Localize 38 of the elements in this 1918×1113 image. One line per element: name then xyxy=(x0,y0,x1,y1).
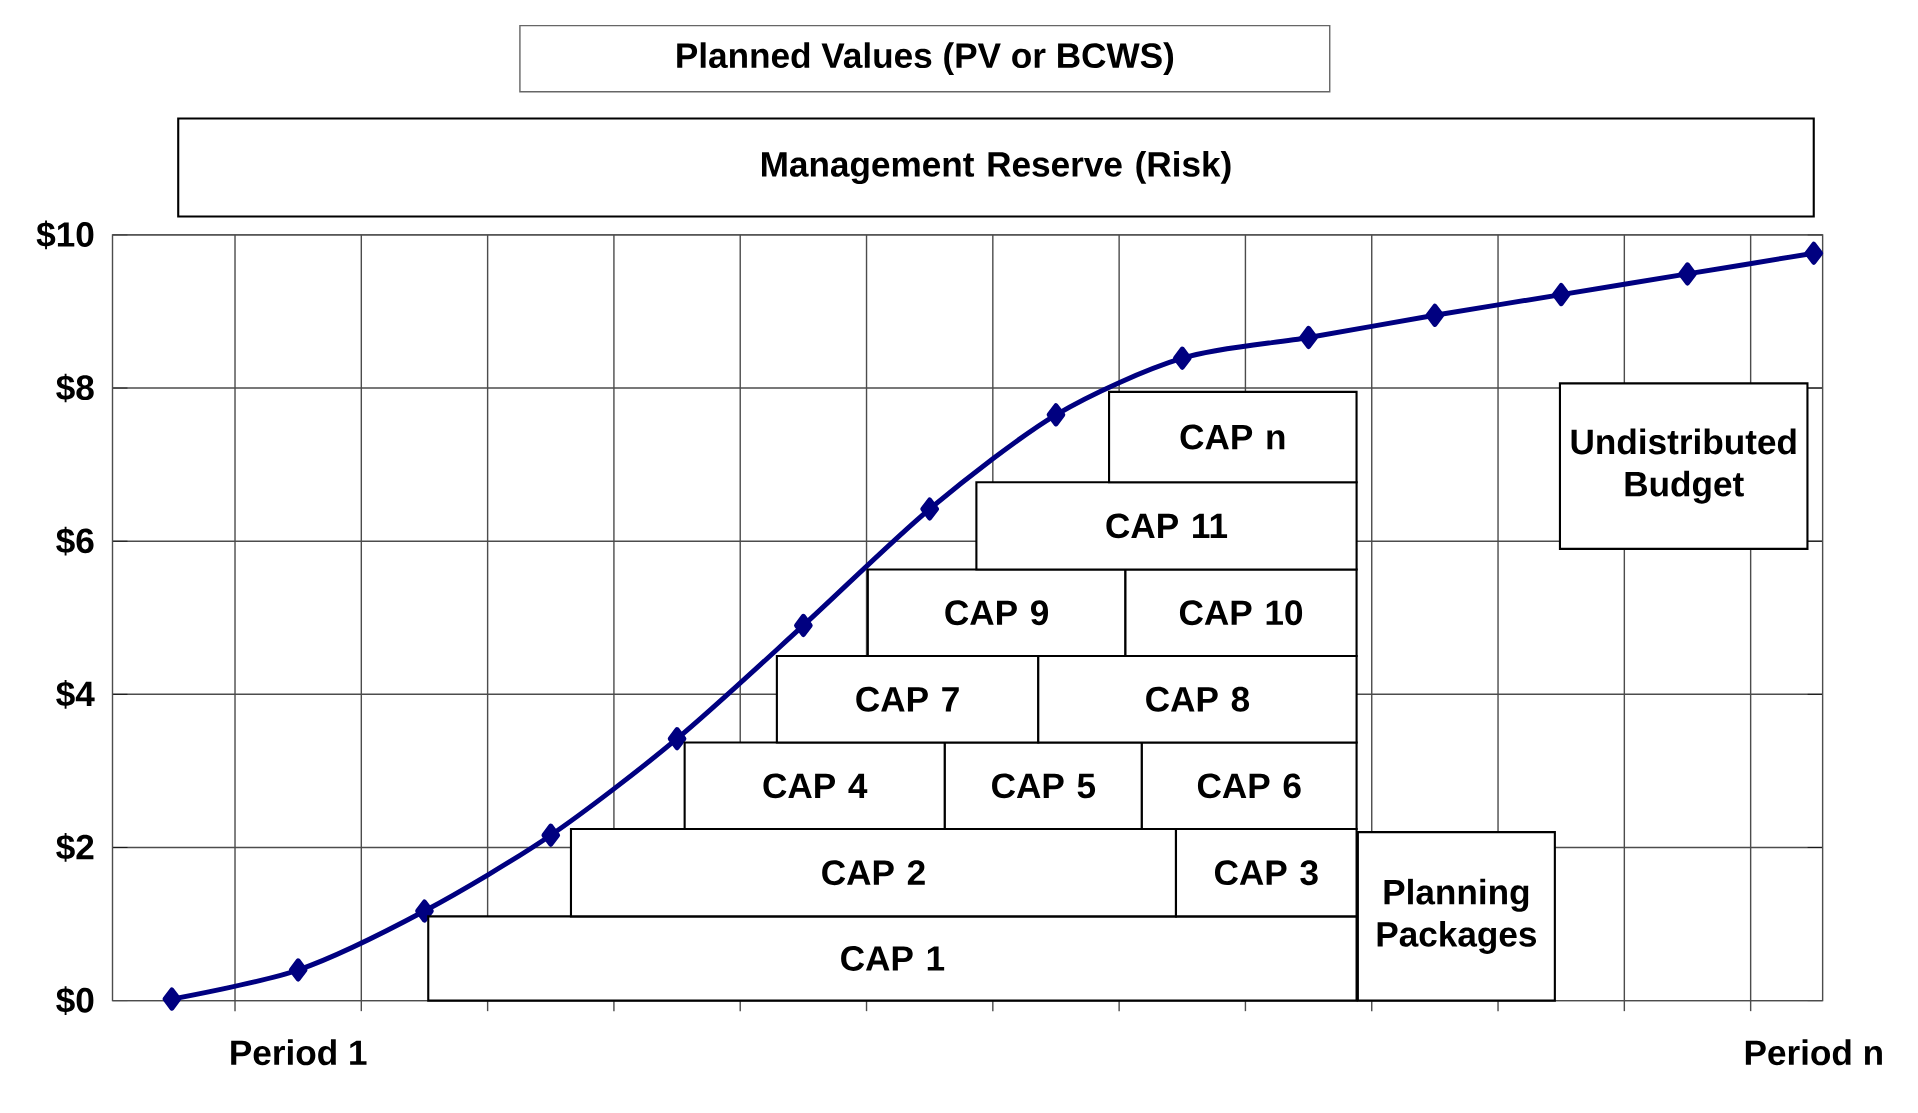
annotation: CAP 7 xyxy=(856,686,959,712)
point xyxy=(1678,262,1697,286)
y-tick-label: $8 xyxy=(56,373,94,403)
annotation: CAP 11 xyxy=(1106,513,1228,539)
point xyxy=(1299,325,1318,350)
text: Management Reserve (Risk) xyxy=(762,150,1231,184)
y-tick-label: $2 xyxy=(56,833,94,862)
point xyxy=(794,613,813,637)
y-tick-label: $4 xyxy=(56,679,95,709)
point xyxy=(667,727,687,751)
annotation: CAP 8 xyxy=(1146,686,1250,712)
annotation: CAP 1 xyxy=(841,946,945,971)
y-tick-label: $6 xyxy=(56,526,94,556)
point xyxy=(920,497,939,521)
annotation: CAP 9 xyxy=(945,600,1049,626)
point xyxy=(1172,346,1192,370)
y-tick-label: $10 xyxy=(36,220,94,250)
annotation: Undistributed Budget xyxy=(1571,428,1796,504)
annotation: CAP 6 xyxy=(1197,773,1301,799)
point xyxy=(415,899,434,923)
annotation: CAP 10 xyxy=(1179,600,1303,626)
point xyxy=(541,823,561,847)
annotation: CAP 5 xyxy=(992,773,1096,799)
point xyxy=(288,958,308,982)
point xyxy=(1425,303,1445,327)
point xyxy=(1046,403,1066,427)
annotation: CAP 4 xyxy=(763,773,868,799)
y-tick-label: $0 xyxy=(56,986,94,1015)
annotation: CAP 3 xyxy=(1214,860,1318,886)
x-tick-label: Period 1 xyxy=(231,1039,367,1066)
point xyxy=(1551,282,1571,307)
point xyxy=(1804,241,1824,265)
point xyxy=(162,987,182,1011)
annotation: CAP n xyxy=(1180,424,1285,450)
x-tick-label: Period n xyxy=(1745,1039,1882,1066)
annotation: Planning Packages xyxy=(1377,878,1537,954)
chart-title: Planned Values (PV or BCWS) xyxy=(677,42,1174,75)
annotation: CAP 2 xyxy=(822,860,925,886)
